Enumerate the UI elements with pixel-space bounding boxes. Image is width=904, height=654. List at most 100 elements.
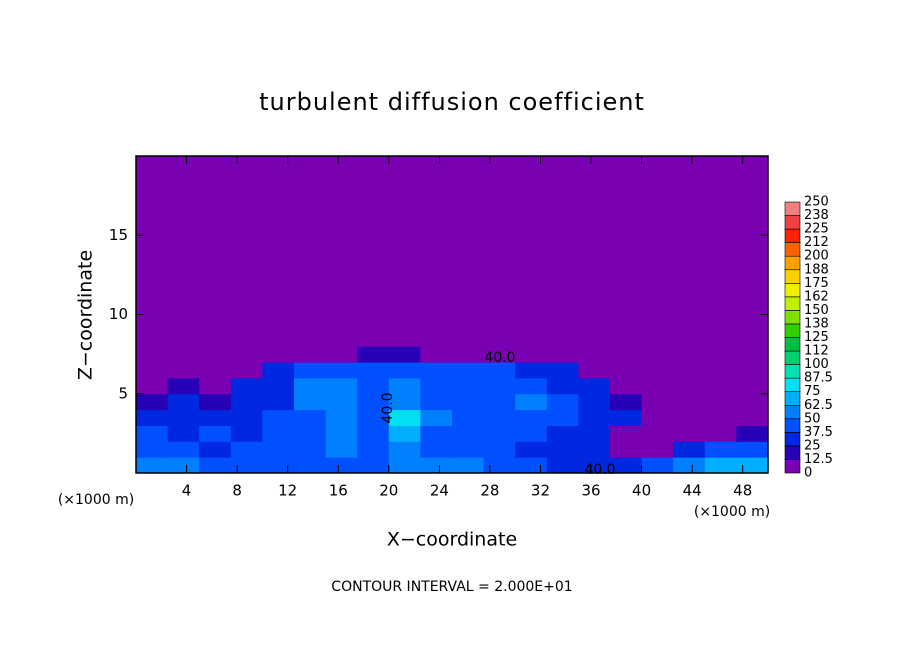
cell [420, 425, 453, 442]
cell [325, 441, 358, 458]
cell [673, 393, 706, 411]
colorbar-tick-label: 112 [804, 344, 829, 359]
colorbar-tick-label: 225 [804, 222, 829, 237]
x-axis-label: X−coordinate [387, 529, 517, 551]
cell [704, 441, 737, 458]
cell [136, 346, 169, 363]
cell [388, 425, 421, 442]
cell [546, 425, 579, 442]
cell [704, 330, 737, 347]
cell [167, 457, 200, 474]
cell [546, 441, 579, 458]
footer: CONTOUR INTERVAL = 2.000E+01 [331, 579, 572, 595]
cell [262, 362, 295, 379]
colorbar-segment [784, 201, 801, 216]
cell [167, 346, 200, 363]
cell [420, 409, 453, 426]
colorbar-segment [784, 391, 801, 406]
cell [515, 457, 548, 474]
cell [641, 330, 674, 347]
colorbar-segment [784, 228, 801, 243]
x-tick-label: 12 [278, 482, 297, 500]
cell [546, 346, 579, 363]
cell [357, 362, 390, 379]
cell [420, 346, 453, 363]
cell [294, 377, 327, 395]
colorbar-tick-label: 238 [804, 208, 829, 223]
colorbar-segment [784, 242, 801, 257]
cell [578, 393, 611, 411]
x-unit: (×1000 m) [694, 504, 770, 520]
cell [136, 425, 169, 442]
cell [357, 425, 390, 442]
cell [230, 362, 263, 379]
x-tick-label: 20 [379, 482, 398, 500]
cell [483, 393, 516, 411]
cell [515, 377, 548, 395]
colorbar-segment [784, 310, 801, 325]
cell [199, 457, 232, 474]
colorbar-segment [784, 296, 801, 311]
cell [452, 425, 485, 442]
contour-label: 40.0 [484, 350, 515, 366]
chart-title: turbulent diffusion coefficient [259, 88, 645, 116]
cell [199, 393, 232, 411]
cell [673, 330, 706, 347]
cell [546, 362, 579, 379]
colorbar-segment [784, 255, 801, 271]
colorbar-tick-label: 162 [804, 289, 829, 304]
y-tick-label: 15 [109, 226, 128, 244]
cell [167, 362, 200, 379]
cell [515, 425, 548, 442]
cell [357, 441, 390, 458]
cell [325, 377, 358, 395]
cell [262, 457, 295, 474]
colorbar-tick-label: 37.5 [804, 425, 833, 440]
colorbar-tick-label: 212 [804, 235, 829, 250]
cell [578, 441, 611, 458]
cell [357, 393, 390, 411]
cell [483, 409, 516, 426]
cell [230, 409, 263, 426]
colorbar-tick-label: 62.5 [804, 398, 833, 413]
cell [736, 346, 769, 363]
cell [199, 425, 232, 442]
cell [420, 457, 453, 474]
colorbar-tick-label: 12.5 [804, 452, 833, 467]
cell [452, 441, 485, 458]
cell [325, 393, 358, 411]
cell [452, 377, 485, 395]
cell [483, 425, 516, 442]
cell [483, 457, 516, 474]
colorbar-tick-label: 50 [804, 411, 821, 426]
cell [199, 346, 232, 363]
colorbar-tick-label: 87.5 [804, 371, 833, 386]
cell [546, 377, 579, 395]
colorbar-segment [784, 377, 801, 392]
cell [641, 393, 674, 411]
cell [546, 330, 579, 347]
cell [704, 362, 737, 379]
cell [167, 393, 200, 411]
cell [388, 377, 421, 395]
colorbar-tick-label: 75 [804, 384, 821, 399]
cell [515, 393, 548, 411]
cell [325, 425, 358, 442]
colorbar-segment [784, 350, 801, 365]
cell [515, 346, 548, 363]
cell [420, 441, 453, 458]
cell [610, 457, 643, 474]
x-tick-label: 48 [733, 482, 752, 500]
cell [515, 330, 548, 347]
cell [704, 393, 737, 411]
colorbar-tick-label: 200 [804, 249, 829, 264]
x-tick-label: 36 [581, 482, 600, 500]
contour-label: 40.0 [584, 462, 615, 478]
cell [483, 346, 516, 363]
cell [736, 409, 769, 426]
cell [736, 457, 769, 474]
cell [199, 362, 232, 379]
colorbar-segment [784, 337, 801, 352]
colorbar-segment [784, 432, 801, 447]
